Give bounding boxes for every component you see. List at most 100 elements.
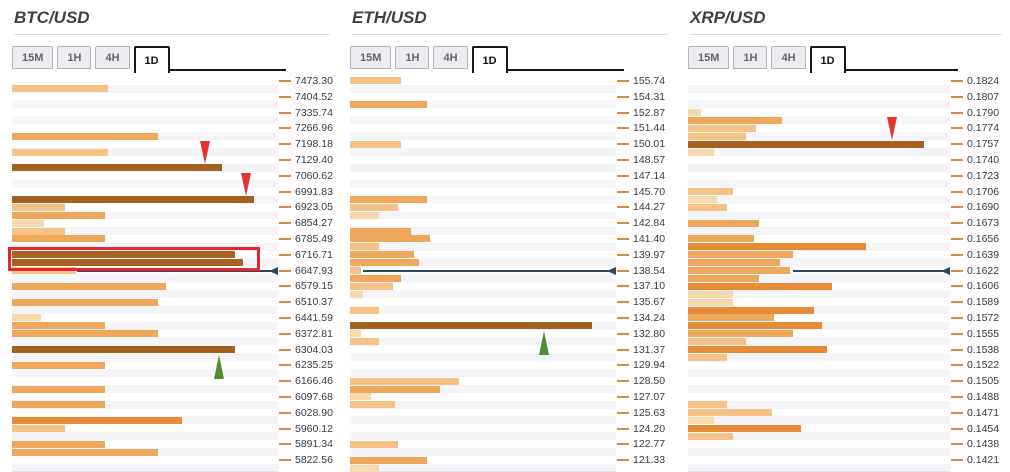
confluence-bar: [350, 251, 414, 259]
tab-15m[interactable]: 15M: [350, 46, 392, 69]
price-label: 129.94: [633, 359, 666, 372]
axis-tick: [951, 395, 963, 398]
tabs-bottom-border: [844, 69, 958, 71]
confluence-bar: [350, 377, 460, 385]
axis-tick: [279, 95, 291, 98]
price-label: 148.57: [633, 153, 666, 166]
confluence-bar: [688, 330, 793, 338]
tab-1h[interactable]: 1H: [733, 46, 768, 69]
confluence-bar: [12, 132, 159, 140]
confluence-bar: [12, 235, 106, 243]
confluence-bar: [350, 464, 380, 472]
axis-tick: [617, 269, 629, 272]
axis-tick: [617, 427, 629, 430]
confluence-bar: [12, 219, 44, 227]
tab-1d[interactable]: 1D: [809, 46, 846, 73]
price-label: 6991.83: [295, 185, 333, 198]
axis-tick: [951, 443, 963, 446]
tab-4h[interactable]: 4H: [95, 46, 130, 69]
confluence-bar: [688, 116, 783, 124]
axis-tick: [951, 143, 963, 146]
price-label: 150.01: [633, 138, 666, 151]
price-label: 7266.96: [295, 122, 333, 135]
axis-tick: [617, 301, 629, 304]
axis-tick: [951, 411, 963, 414]
confluence-bar: [350, 243, 380, 251]
axis-tick: [279, 427, 291, 430]
price-label: 125.63: [633, 406, 666, 419]
confluence-bar: [688, 417, 715, 425]
confluence-bar: [12, 148, 108, 156]
confluence-bar: [688, 282, 833, 290]
price-label: 0.1421: [967, 454, 1000, 467]
axis-tick: [951, 348, 963, 351]
price-label: 6304.03: [295, 343, 333, 356]
confluence-bar: [12, 227, 66, 235]
confluence-bar: [350, 282, 393, 290]
price-label: 6716.71: [295, 248, 333, 261]
confluence-bar: [688, 243, 867, 251]
price-label: 0.1589: [967, 296, 1000, 309]
price-label: 7129.40: [295, 153, 333, 166]
axis-tick: [617, 332, 629, 335]
axis-tick: [617, 174, 629, 177]
axis-tick: [951, 174, 963, 177]
price-label: 7473.30: [295, 74, 333, 87]
tab-15m[interactable]: 15M: [688, 46, 730, 69]
confluence-bar: [350, 227, 412, 235]
price-label: 7060.62: [295, 169, 333, 182]
price-label: 5891.34: [295, 438, 333, 451]
price-axis: 155.74 154.31 152.87 151.44 150.01 148.57 147.…: [616, 73, 670, 472]
price-label: 144.27: [633, 201, 666, 214]
tab-1d[interactable]: 1D: [471, 46, 508, 73]
price-label: 7198.18: [295, 138, 333, 151]
price-label: 6854.27: [295, 217, 333, 230]
price-label: 6923.05: [295, 201, 333, 214]
axis-tick: [617, 443, 629, 446]
panel-btc-usd: BTC/USD 15M 1H 4H 1D 7473.30 7404.52 7335.74 7…: [0, 0, 338, 472]
axis-tick: [279, 332, 291, 335]
confluence-plot: [8, 73, 278, 472]
axis-tick: [951, 253, 963, 256]
pair-title: XRP/USD: [690, 8, 1002, 35]
price-label: 139.97: [633, 248, 666, 261]
axis-tick: [279, 143, 291, 146]
tab-1h[interactable]: 1H: [57, 46, 92, 69]
confluence-bar: [350, 401, 396, 409]
confluence-bar: [350, 393, 372, 401]
tabs-bottom-border: [506, 69, 624, 71]
confluence-bar: [688, 353, 728, 361]
tab-4h[interactable]: 4H: [771, 46, 806, 69]
price-label: 128.50: [633, 375, 666, 388]
axis-tick: [617, 206, 629, 209]
highlight-box: [8, 246, 261, 271]
price-axis: 7473.30 7404.52 7335.74 7266.96 7198.18 7129.…: [278, 73, 333, 472]
price-label: 147.14: [633, 169, 666, 182]
price-label: 0.1757: [967, 138, 1000, 151]
price-label: 5822.56: [295, 454, 333, 467]
confluence-bar: [350, 306, 380, 314]
price-label: 0.1622: [967, 264, 1000, 277]
timeframe-tabs: 15M 1H 4H 1D: [12, 46, 332, 73]
axis-tick: [617, 459, 629, 462]
tab-4h[interactable]: 4H: [433, 46, 468, 69]
confluence-bar: [12, 85, 108, 93]
price-label: 6647.93: [295, 264, 333, 277]
confluence-bar: [12, 195, 255, 203]
tab-1h[interactable]: 1H: [395, 46, 430, 69]
price-label: 135.67: [633, 296, 666, 309]
axis-tick: [951, 158, 963, 161]
price-label: 6579.15: [295, 280, 333, 293]
confluence-bar: [12, 448, 159, 456]
tab-15m[interactable]: 15M: [12, 46, 54, 69]
confluence-bar: [350, 77, 401, 85]
price-label: 5960.12: [295, 422, 333, 435]
confluence-chart: 7473.30 7404.52 7335.74 7266.96 7198.18 7129.…: [8, 73, 333, 472]
axis-tick: [951, 127, 963, 130]
confluence-bar: [350, 235, 430, 243]
confluence-bar: [350, 267, 361, 275]
axis-tick: [617, 127, 629, 130]
axis-tick: [617, 348, 629, 351]
tab-1d[interactable]: 1D: [133, 46, 170, 73]
price-label: 154.31: [633, 90, 666, 103]
